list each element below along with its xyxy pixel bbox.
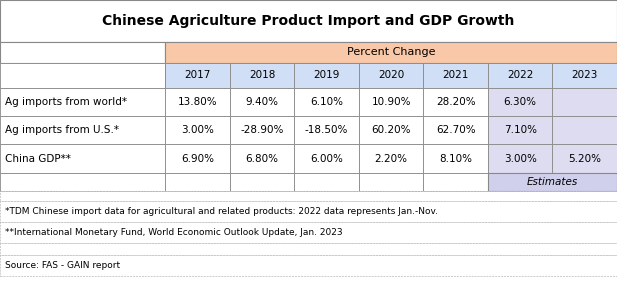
Text: Estimates: Estimates: [527, 177, 578, 187]
Bar: [165, 173, 230, 191]
Text: 2021: 2021: [442, 70, 469, 80]
Text: 3.00%: 3.00%: [504, 154, 537, 164]
Bar: [552, 144, 617, 173]
Text: 28.20%: 28.20%: [436, 97, 476, 107]
Text: 13.80%: 13.80%: [178, 97, 217, 107]
Bar: [294, 173, 359, 191]
Bar: [0, 173, 165, 191]
Bar: [230, 63, 294, 88]
Bar: [359, 63, 423, 88]
Text: 2.20%: 2.20%: [375, 154, 408, 164]
Bar: [165, 42, 617, 63]
Bar: [488, 63, 552, 88]
Bar: [0, 255, 617, 276]
Bar: [165, 116, 230, 144]
Bar: [359, 144, 423, 173]
Bar: [488, 144, 552, 173]
Bar: [423, 144, 488, 173]
Text: Ag imports from U.S.*: Ag imports from U.S.*: [5, 125, 119, 135]
Bar: [423, 88, 488, 116]
Bar: [552, 88, 617, 116]
Bar: [294, 63, 359, 88]
Bar: [165, 63, 230, 88]
Bar: [488, 88, 552, 116]
Bar: [0, 144, 165, 173]
Text: China GDP**: China GDP**: [5, 154, 71, 164]
Bar: [0, 63, 165, 88]
Text: *TDM Chinese import data for agricultural and related products: 2022 data repres: *TDM Chinese import data for agricultura…: [5, 207, 438, 216]
Text: -18.50%: -18.50%: [305, 125, 349, 135]
Text: -28.90%: -28.90%: [241, 125, 284, 135]
Text: 6.10%: 6.10%: [310, 97, 343, 107]
Bar: [0, 243, 617, 255]
Text: Ag imports from world*: Ag imports from world*: [5, 97, 127, 107]
Bar: [552, 63, 617, 88]
Text: 2020: 2020: [378, 70, 404, 80]
Bar: [0, 0, 617, 42]
Text: 6.30%: 6.30%: [503, 97, 537, 107]
Text: 2022: 2022: [507, 70, 534, 80]
Text: 9.40%: 9.40%: [246, 97, 279, 107]
Text: 6.80%: 6.80%: [246, 154, 279, 164]
Bar: [165, 144, 230, 173]
Text: Chinese Agriculture Product Import and GDP Growth: Chinese Agriculture Product Import and G…: [102, 14, 515, 28]
Bar: [488, 116, 552, 144]
Bar: [359, 88, 423, 116]
Text: 2018: 2018: [249, 70, 275, 80]
Text: 8.10%: 8.10%: [439, 154, 472, 164]
Bar: [423, 173, 488, 191]
Bar: [294, 116, 359, 144]
Bar: [488, 173, 617, 191]
Bar: [230, 116, 294, 144]
Bar: [294, 88, 359, 116]
Text: Percent Change: Percent Change: [347, 47, 436, 57]
Bar: [552, 116, 617, 144]
Text: 3.00%: 3.00%: [181, 125, 214, 135]
Bar: [294, 144, 359, 173]
Bar: [165, 88, 230, 116]
Text: **International Monetary Fund, World Economic Outlook Update, Jan. 2023: **International Monetary Fund, World Eco…: [5, 228, 342, 237]
Text: 5.20%: 5.20%: [568, 154, 601, 164]
Text: 7.10%: 7.10%: [503, 125, 537, 135]
Bar: [359, 116, 423, 144]
Bar: [0, 88, 165, 116]
Bar: [0, 222, 617, 243]
Bar: [0, 201, 617, 222]
Text: 2019: 2019: [313, 70, 340, 80]
Bar: [423, 63, 488, 88]
Bar: [0, 191, 617, 201]
Text: 62.70%: 62.70%: [436, 125, 476, 135]
Text: 2017: 2017: [184, 70, 211, 80]
Text: 6.00%: 6.00%: [310, 154, 343, 164]
Bar: [359, 173, 423, 191]
Bar: [230, 88, 294, 116]
Text: 2023: 2023: [571, 70, 598, 80]
Text: 60.20%: 60.20%: [371, 125, 411, 135]
Bar: [230, 173, 294, 191]
Bar: [0, 42, 165, 63]
Bar: [0, 116, 165, 144]
Bar: [423, 116, 488, 144]
Text: 10.90%: 10.90%: [371, 97, 411, 107]
Bar: [230, 144, 294, 173]
Text: Source: FAS - GAIN report: Source: FAS - GAIN report: [5, 261, 120, 270]
Text: 6.90%: 6.90%: [181, 154, 214, 164]
